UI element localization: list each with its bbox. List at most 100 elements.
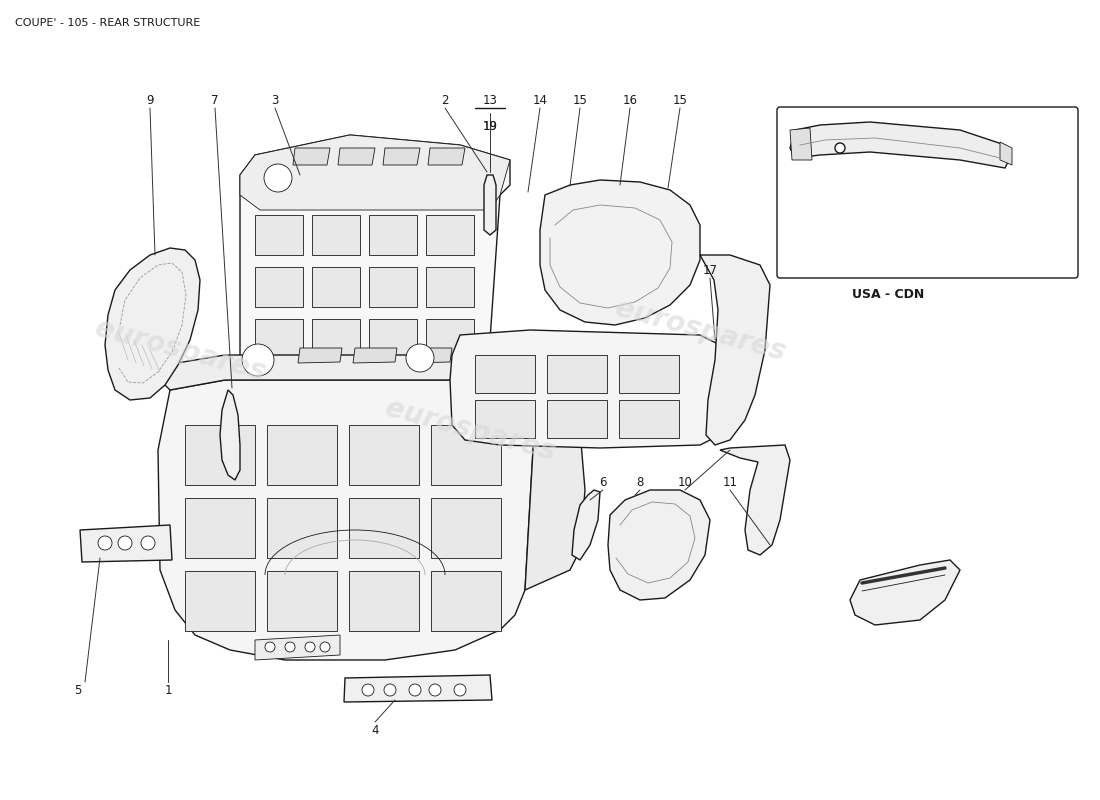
Polygon shape	[158, 380, 535, 660]
Circle shape	[98, 536, 112, 550]
Polygon shape	[426, 319, 474, 359]
Text: 13: 13	[483, 94, 497, 106]
Polygon shape	[255, 215, 302, 255]
Polygon shape	[255, 267, 302, 307]
Circle shape	[141, 536, 155, 550]
Polygon shape	[484, 175, 496, 235]
Circle shape	[320, 642, 330, 652]
Polygon shape	[525, 395, 585, 590]
Polygon shape	[383, 148, 420, 165]
Text: 17: 17	[703, 263, 717, 277]
Text: 15: 15	[672, 94, 688, 106]
Text: 18: 18	[850, 215, 866, 229]
Polygon shape	[475, 355, 535, 393]
Text: 2: 2	[441, 94, 449, 106]
Polygon shape	[790, 128, 812, 160]
Polygon shape	[619, 355, 679, 393]
Circle shape	[454, 684, 466, 696]
Polygon shape	[540, 180, 700, 325]
Polygon shape	[255, 319, 302, 359]
Polygon shape	[267, 425, 337, 485]
Polygon shape	[619, 400, 679, 438]
Polygon shape	[104, 248, 200, 400]
Text: eurospares: eurospares	[612, 294, 789, 366]
Circle shape	[835, 143, 845, 153]
Polygon shape	[185, 425, 255, 485]
Text: 11: 11	[723, 477, 737, 490]
Polygon shape	[312, 319, 360, 359]
Polygon shape	[240, 135, 510, 385]
Polygon shape	[426, 215, 474, 255]
Polygon shape	[850, 560, 960, 625]
Text: 10: 10	[678, 477, 692, 490]
Text: 8: 8	[636, 477, 644, 490]
Polygon shape	[547, 355, 607, 393]
Polygon shape	[80, 525, 172, 562]
Polygon shape	[547, 400, 607, 438]
FancyBboxPatch shape	[777, 107, 1078, 278]
Circle shape	[265, 642, 275, 652]
Text: 12: 12	[891, 215, 905, 229]
Polygon shape	[368, 319, 417, 359]
Circle shape	[118, 536, 132, 550]
Circle shape	[409, 684, 421, 696]
Polygon shape	[298, 348, 342, 363]
Circle shape	[429, 684, 441, 696]
Polygon shape	[426, 267, 474, 307]
Polygon shape	[475, 400, 535, 438]
Polygon shape	[240, 135, 510, 210]
Circle shape	[264, 164, 292, 192]
Circle shape	[362, 684, 374, 696]
Polygon shape	[368, 267, 417, 307]
Polygon shape	[155, 335, 600, 390]
Text: 1: 1	[164, 683, 172, 697]
Polygon shape	[431, 498, 500, 558]
Circle shape	[285, 642, 295, 652]
Polygon shape	[293, 148, 330, 165]
Circle shape	[305, 642, 315, 652]
Polygon shape	[450, 330, 730, 448]
Polygon shape	[349, 498, 419, 558]
Text: 16: 16	[623, 94, 638, 106]
Text: 3: 3	[272, 94, 278, 106]
Polygon shape	[1000, 142, 1012, 165]
Polygon shape	[463, 348, 507, 363]
Polygon shape	[431, 425, 500, 485]
Text: 15: 15	[573, 94, 587, 106]
Polygon shape	[312, 215, 360, 255]
Polygon shape	[185, 571, 255, 631]
Circle shape	[384, 684, 396, 696]
Polygon shape	[700, 255, 770, 445]
Polygon shape	[431, 571, 500, 631]
Circle shape	[242, 344, 274, 376]
Polygon shape	[267, 571, 337, 631]
Polygon shape	[220, 390, 240, 480]
Text: eurospares: eurospares	[91, 314, 268, 386]
Polygon shape	[572, 490, 600, 560]
Polygon shape	[267, 498, 337, 558]
Polygon shape	[349, 425, 419, 485]
Polygon shape	[790, 122, 1010, 168]
Polygon shape	[353, 348, 397, 363]
Polygon shape	[428, 148, 465, 165]
Text: COUPE' - 105 - REAR STRUCTURE: COUPE' - 105 - REAR STRUCTURE	[15, 18, 200, 28]
Polygon shape	[408, 348, 452, 363]
Polygon shape	[255, 635, 340, 660]
Text: 9: 9	[146, 94, 154, 106]
Polygon shape	[338, 148, 375, 165]
Polygon shape	[185, 498, 255, 558]
Polygon shape	[368, 215, 417, 255]
Polygon shape	[720, 445, 790, 555]
Text: 4: 4	[372, 723, 378, 737]
Text: 14: 14	[532, 94, 548, 106]
Text: 7: 7	[211, 94, 219, 106]
Circle shape	[406, 344, 434, 372]
Text: USA - CDN: USA - CDN	[851, 289, 924, 302]
Text: 5: 5	[75, 683, 81, 697]
Polygon shape	[349, 571, 419, 631]
Text: 6: 6	[600, 477, 607, 490]
Text: 19: 19	[483, 121, 497, 134]
Polygon shape	[608, 490, 710, 600]
Text: 19: 19	[483, 121, 497, 134]
Polygon shape	[312, 267, 360, 307]
